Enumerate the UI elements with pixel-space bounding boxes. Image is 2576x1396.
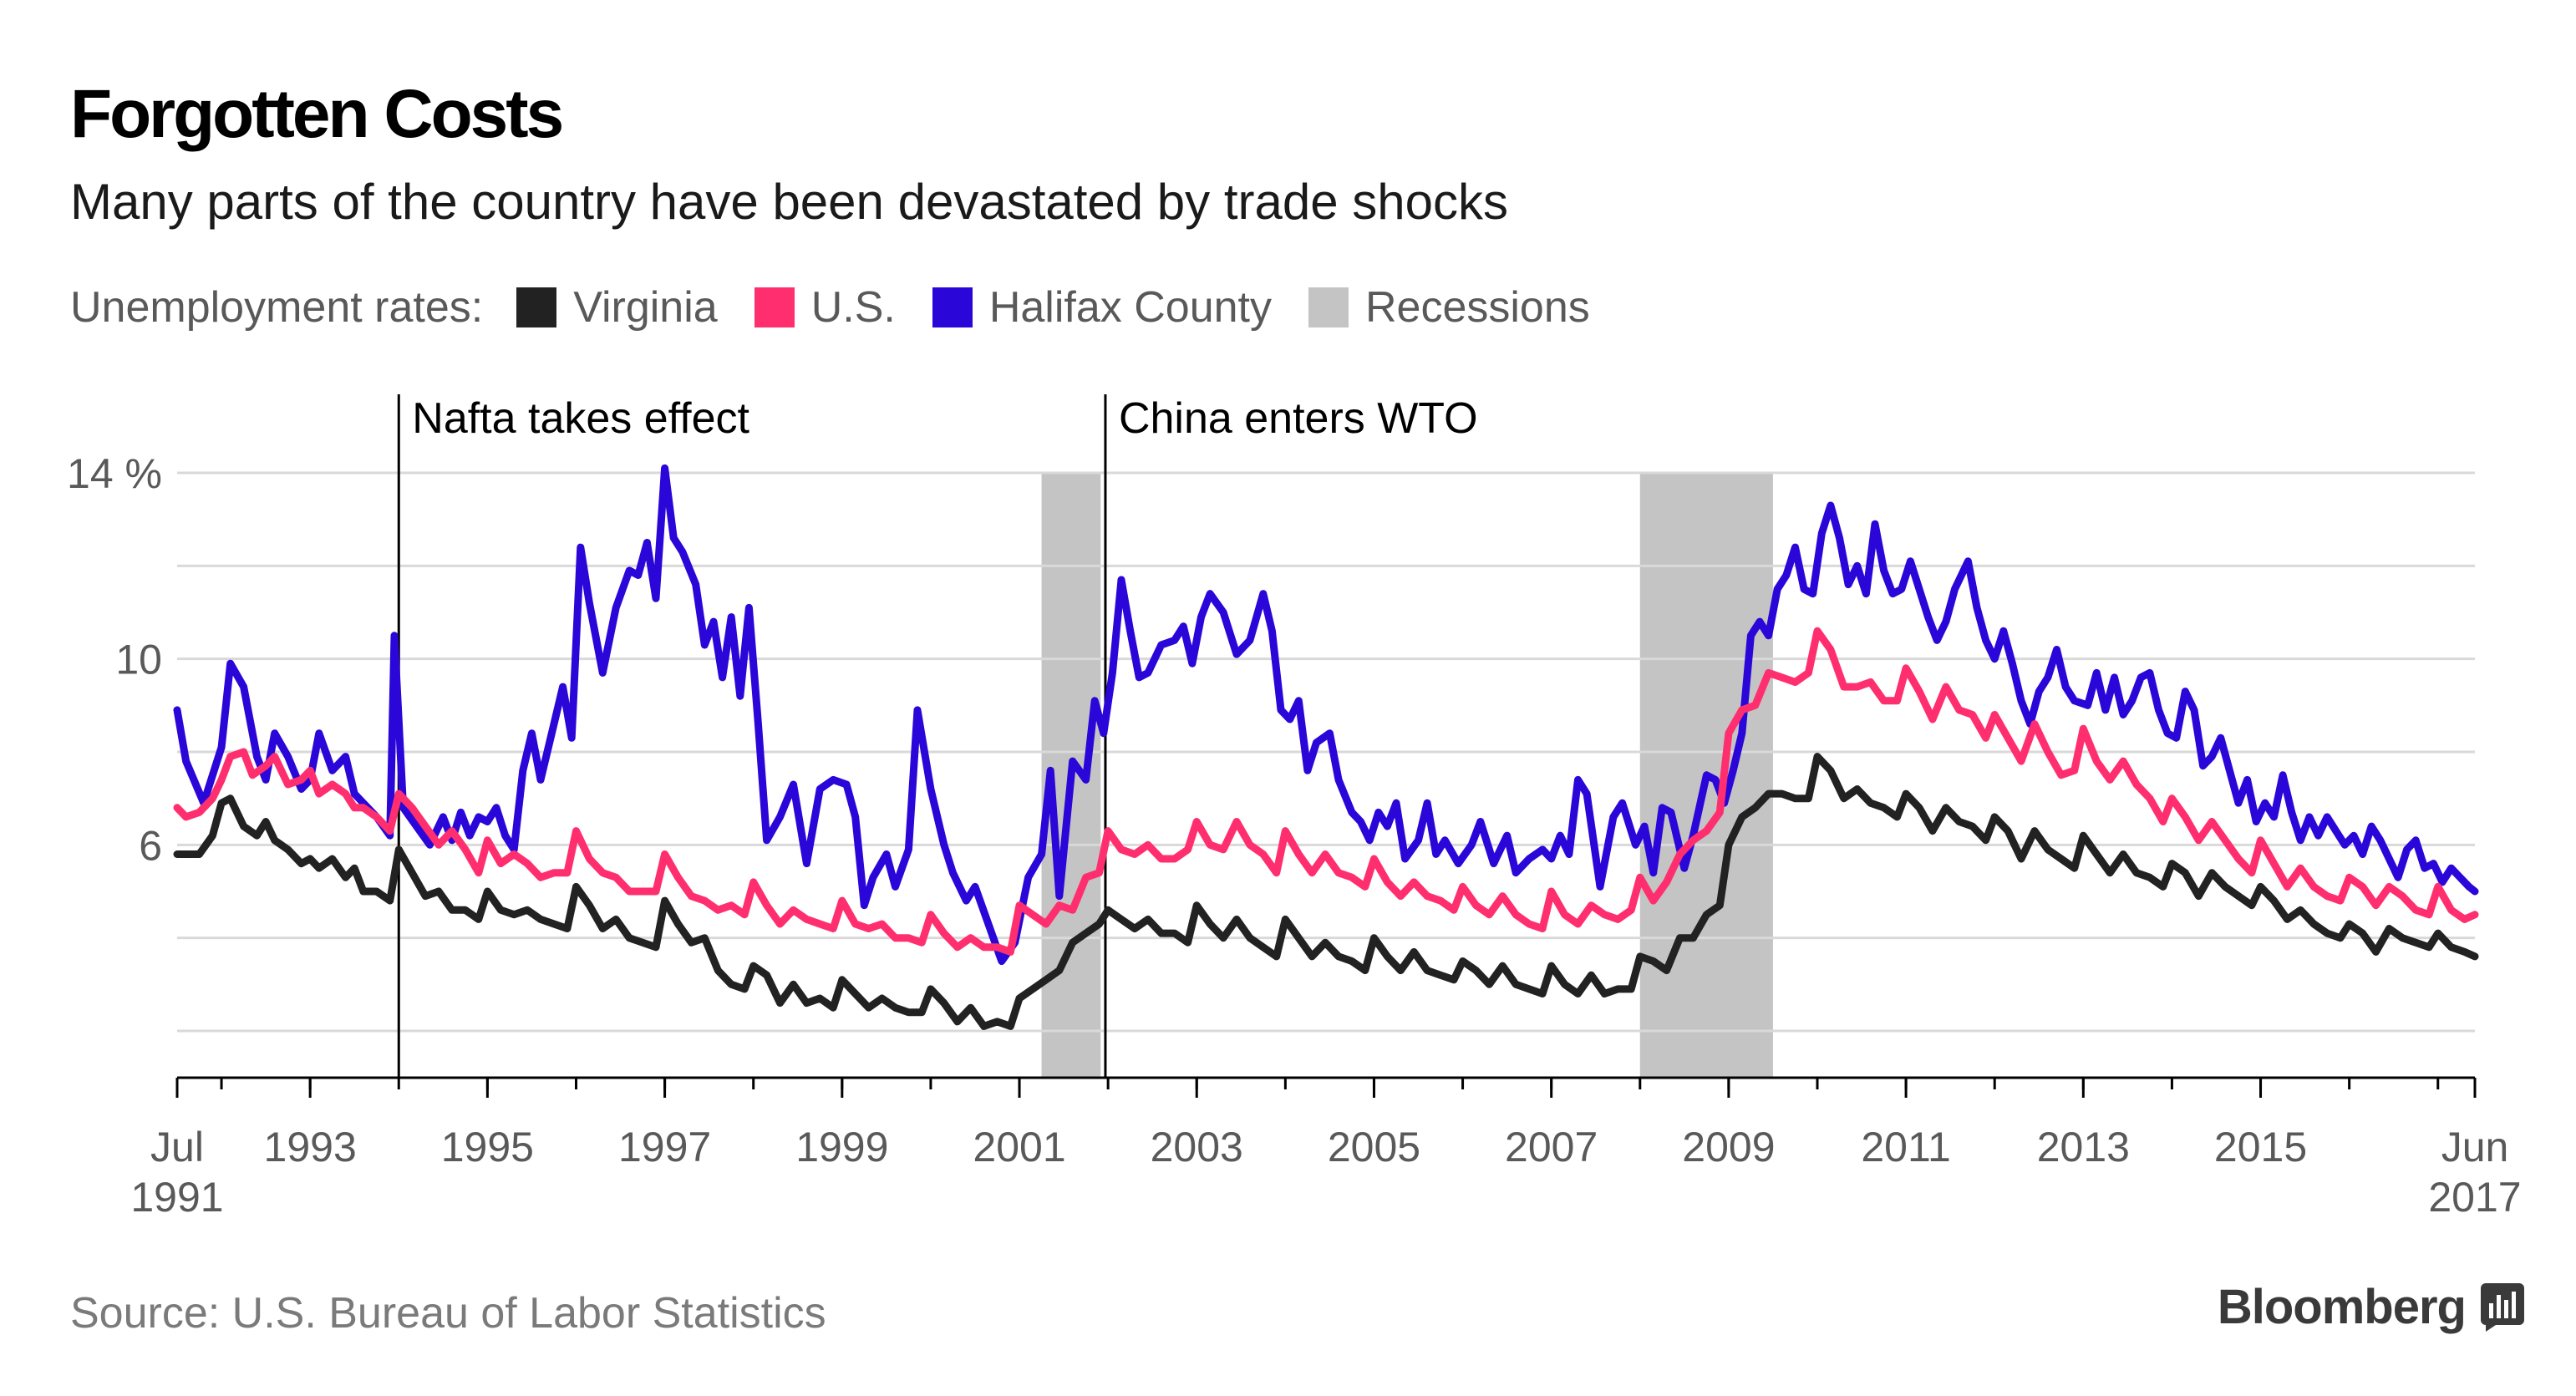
series-line-halifax-county	[173, 464, 2479, 965]
bloomberg-chart-icon	[2481, 1283, 2524, 1332]
x-tick-label-2001: 2001	[973, 1124, 1065, 1170]
x-tick-label-1999: 1999	[795, 1124, 888, 1170]
x-tick-label-2007: 2007	[1505, 1124, 1598, 1170]
x-tick-label-2011: 2011	[1861, 1124, 1951, 1170]
legend-text-recessions: Recessions	[1364, 283, 1590, 332]
source-note: Source: U.S. Bureau of Labor Statistics	[70, 1289, 826, 1338]
y-tick-label-6: 6	[139, 822, 162, 869]
legend-swatch-virginia	[516, 287, 557, 327]
annotation-label-2: China enters WTO	[1119, 394, 1478, 443]
x-tick-label-2015: 2015	[2214, 1124, 2307, 1170]
y-tick-label-10: 10	[115, 637, 162, 683]
x-tick-label-2003: 2003	[1151, 1124, 1243, 1170]
series-line-virginia	[173, 753, 2479, 1030]
x-tick-label-2005: 2005	[1328, 1124, 1420, 1170]
x-tick-sublabel-2017: 2017	[2428, 1174, 2521, 1221]
legend-label: Unemployment rates:	[70, 283, 484, 332]
annotation-label-1: Nafta takes effect	[412, 394, 749, 443]
series-line-u-s	[173, 627, 2479, 956]
x-tick-label-1997: 1997	[618, 1124, 711, 1170]
x-tick-label-Jul: Jul	[150, 1124, 204, 1170]
legend-text-virginia: Virginia	[573, 283, 718, 332]
legend-item-virginia: Virginia	[516, 283, 718, 332]
x-tick-label-2013: 2013	[2037, 1124, 2130, 1170]
legend-item-halifax: Halifax County	[932, 286, 1272, 329]
brand-name: Bloomberg	[2217, 1280, 2467, 1334]
chart-title: Forgotten Costs	[70, 76, 564, 152]
legend-text-halifax: Halifax County	[988, 283, 1272, 332]
y-tick-label-14: 14 %	[67, 450, 162, 497]
legend-swatch-recessions	[1308, 287, 1349, 327]
legend-swatch-halifax	[932, 287, 973, 327]
legend-text-us: U.S.	[810, 283, 896, 332]
x-tick-label-1995: 1995	[441, 1124, 534, 1170]
legend: Unemployment rates: Virginia U.S. Halifa…	[70, 282, 1627, 333]
chart-subtitle: Many parts of the country have been deva…	[70, 174, 1509, 230]
legend-swatch-us	[754, 287, 795, 327]
legend-item-us: U.S.	[754, 283, 896, 332]
x-tick-label-Jun: Jun	[2441, 1124, 2509, 1170]
x-tick-label-1993: 1993	[264, 1124, 357, 1170]
bloomberg-logo: Bloomberg	[2218, 1283, 2524, 1332]
x-tick-label-2009: 2009	[1682, 1124, 1775, 1170]
x-tick-sublabel-1991: 1991	[130, 1174, 223, 1221]
legend-item-recessions: Recessions	[1308, 286, 1590, 329]
